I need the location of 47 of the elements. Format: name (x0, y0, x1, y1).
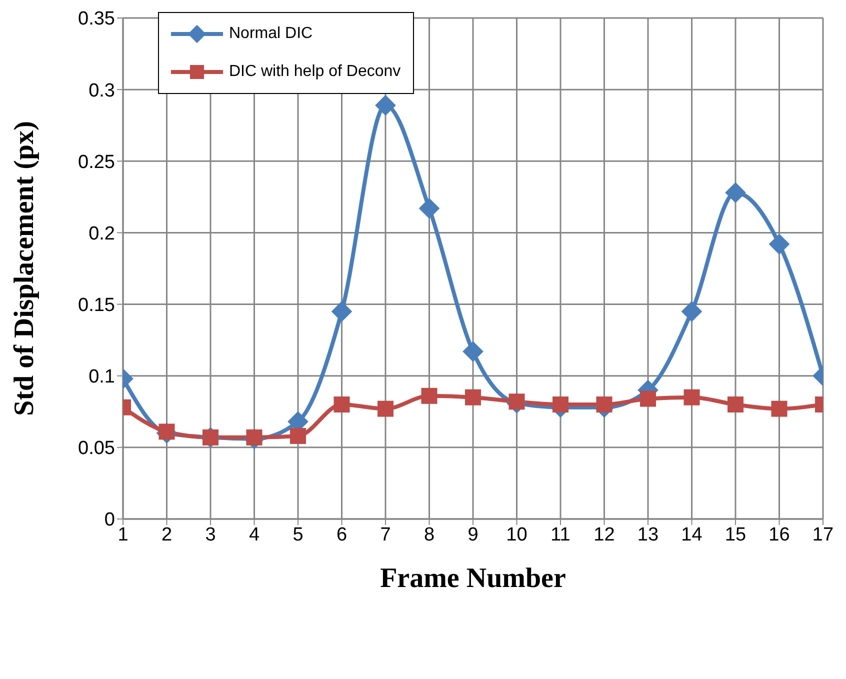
x-tick-label: 12 (594, 524, 615, 546)
point (684, 389, 700, 406)
point (640, 390, 656, 407)
x-tick-label: 17 (812, 524, 834, 546)
x-tick-label: 2 (161, 524, 172, 546)
x-tick-label: 14 (681, 524, 703, 546)
x-tick-label: 15 (724, 524, 746, 546)
x-axis-title: Frame Number (380, 563, 566, 594)
point (681, 301, 702, 322)
x-tick-label: 1 (118, 524, 128, 546)
point (768, 234, 790, 255)
point (331, 301, 352, 322)
x-tick-label: 5 (292, 524, 304, 546)
point (421, 388, 438, 404)
point (375, 94, 396, 116)
y-tick-label: 0.05 (78, 438, 115, 460)
y-tick-label: 0 (104, 510, 115, 531)
point (771, 400, 788, 417)
point (290, 428, 306, 444)
y-axis-title: Std of Displacement (px) (8, 121, 40, 416)
x-tick-label: 7 (380, 524, 391, 546)
y-tick-label: 0.15 (78, 295, 115, 316)
point (462, 341, 484, 362)
x-tick-label: 3 (205, 524, 216, 546)
legend-label: DIC with help of Deconv (229, 63, 401, 81)
x-tick-label: 6 (336, 524, 348, 546)
legend-label: Normal DIC (229, 25, 313, 43)
point (465, 389, 481, 406)
point (418, 198, 440, 219)
x-tick-label: 13 (637, 524, 659, 546)
x-tick-label: 8 (424, 524, 435, 546)
y-tick-label: 0.25 (78, 152, 115, 173)
y-tick-label: 0.1 (88, 366, 115, 388)
x-tick-label: 10 (506, 524, 528, 546)
point (725, 182, 746, 204)
y-tick-label: 0.3 (88, 80, 115, 102)
point (334, 396, 350, 412)
point (596, 396, 612, 412)
y-tick-label: 0.2 (88, 223, 115, 244)
point (728, 396, 744, 412)
point (378, 400, 394, 417)
y-tick-label: 0.35 (78, 8, 115, 30)
x-tick-label: 11 (550, 524, 570, 546)
point (552, 396, 568, 412)
x-tick-label: 16 (768, 524, 790, 546)
x-tick-label: 9 (468, 524, 478, 546)
x-tick-label: 4 (248, 524, 260, 546)
